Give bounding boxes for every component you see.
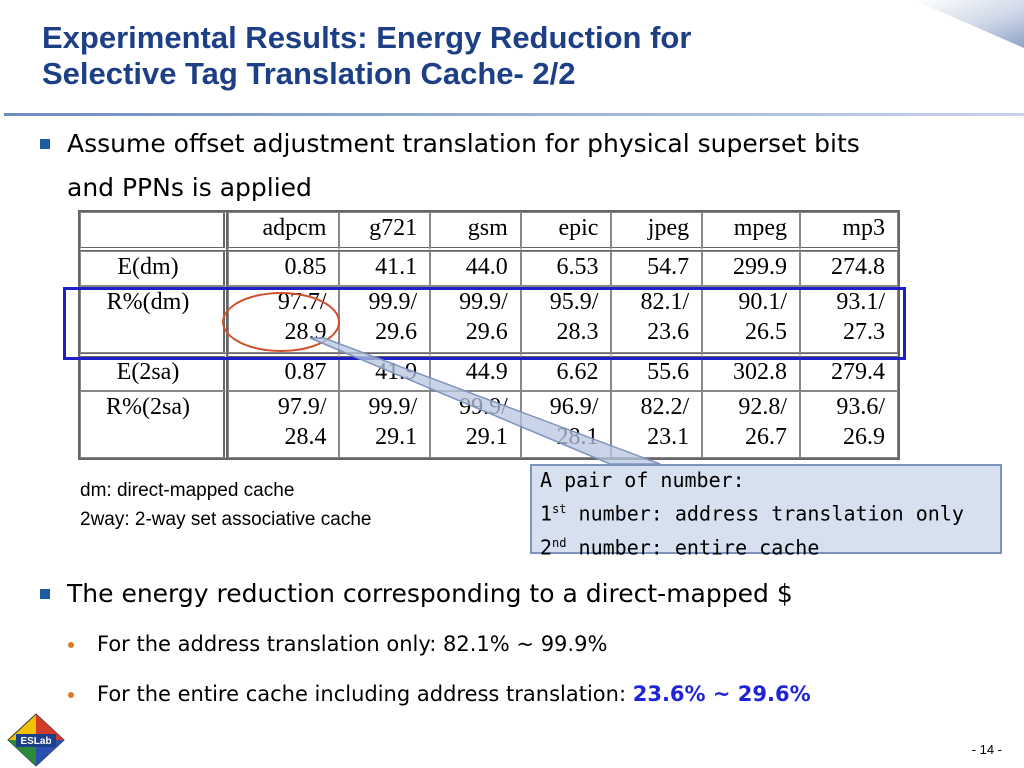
slide-title: Experimental Results: Energy Reduction f…	[42, 20, 972, 92]
table-header-row: adpcm g721 gsm epic jpeg mpeg mp3	[80, 212, 898, 251]
row-header: E(dm)	[80, 251, 228, 286]
bullet-2-text: The energy reduction corresponding to a …	[67, 579, 793, 608]
column-header: epic	[520, 212, 612, 251]
table-cell: 82.1/23.6	[611, 285, 703, 353]
table-row: E(2sa) 0.87 41.9 44.9 6.62 55.6 302.8 27…	[80, 352, 898, 391]
row-header: R%(2sa)	[80, 390, 228, 458]
table-cell: 6.53	[520, 251, 612, 286]
table-cell: 96.9/28.1	[520, 390, 612, 458]
square-bullet-icon	[40, 589, 50, 599]
highlight-box-rdm	[63, 287, 906, 360]
bullet-1-line-1: Assume offset adjustment translation for…	[67, 129, 860, 158]
square-bullet-icon	[40, 139, 50, 149]
table-cell: 54.7	[611, 251, 703, 286]
callout-note: A pair of number: 1st number: address tr…	[530, 464, 1002, 559]
sub-bullet-1-text: For the address translation only: 82.1% …	[97, 632, 608, 656]
title-line-1: Experimental Results: Energy Reduction f…	[42, 20, 692, 55]
table-cell: 44.0	[430, 251, 521, 286]
table-cell: 97.9/28.4	[228, 390, 340, 458]
column-header: gsm	[430, 212, 521, 251]
column-header: mp3	[800, 212, 898, 251]
legend-line-1: dm: direct-mapped cache	[80, 480, 295, 501]
table-cell: 90.1/26.5	[702, 285, 801, 353]
table-cell: 99.9/29.1	[339, 390, 431, 458]
table-cell: 302.8	[702, 352, 801, 391]
column-header: g721	[339, 212, 431, 251]
column-header: mpeg	[702, 212, 801, 251]
column-header: adpcm	[228, 212, 340, 251]
results-table: adpcm g721 gsm epic jpeg mpeg mp3 E(dm) …	[78, 210, 900, 460]
page-number: - 14 -	[971, 742, 1002, 757]
bullet-2: The energy reduction corresponding to a …	[40, 572, 1015, 616]
table-cell: 6.62	[520, 352, 612, 391]
table-cell: 0.85	[228, 251, 340, 286]
highlight-circle	[222, 292, 340, 352]
table-cell: 99.9/29.6	[430, 285, 521, 353]
callout-line-1: A pair of number:	[540, 468, 745, 492]
sub-bullet-1: For the address translation only: 82.1% …	[68, 626, 607, 662]
table-cell: 99.9/29.6	[339, 285, 431, 353]
table-cell: 55.6	[611, 352, 703, 391]
table-row: E(dm) 0.85 41.1 44.0 6.53 54.7 299.9 274…	[80, 251, 898, 286]
eslab-logo: ESLab	[7, 713, 65, 767]
table-cell: 44.9	[430, 352, 521, 391]
callout-line-3: 2nd number: entire cache	[540, 535, 820, 560]
table-cell: 279.4	[800, 352, 898, 391]
table-cell: 95.9/28.3	[520, 285, 612, 353]
title-divider	[4, 113, 1024, 116]
table-row: R%(2sa) 97.9/28.4 99.9/29.1 99.9/29.1 96…	[80, 390, 898, 458]
callout-line-2: 1st number: address translation only	[540, 501, 964, 526]
table-cell: 93.6/26.9	[800, 390, 898, 458]
table-corner-cell	[80, 212, 228, 251]
dot-bullet-icon	[68, 642, 74, 648]
sub-bullet-2: For the entire cache including address t…	[68, 676, 811, 712]
table-cell: 93.1/27.3	[800, 285, 898, 353]
logo-text: ESLab	[20, 736, 51, 747]
table-cell: 299.9	[702, 251, 801, 286]
title-line-2: Selective Tag Translation Cache- 2/2	[42, 56, 576, 91]
legend: dm: direct-mapped cache 2way: 2-way set …	[80, 476, 371, 534]
legend-line-2: 2way: 2-way set associative cache	[80, 509, 372, 530]
sub-bullet-2-text: For the entire cache including address t…	[97, 682, 811, 706]
table-cell: 274.8	[800, 251, 898, 286]
column-header: jpeg	[611, 212, 703, 251]
table-cell: 41.1	[339, 251, 431, 286]
table-cell: 0.87	[228, 352, 340, 391]
dot-bullet-icon	[68, 692, 74, 698]
table-cell: 92.8/26.7	[702, 390, 801, 458]
highlight-range: 23.6% ~ 29.6%	[632, 682, 811, 706]
bullet-1: Assume offset adjustment translation for…	[40, 122, 1015, 210]
table-cell: 82.2/23.1	[611, 390, 703, 458]
bullet-1-line-2: and PPNs is applied	[67, 173, 312, 202]
row-header: E(2sa)	[80, 352, 228, 391]
